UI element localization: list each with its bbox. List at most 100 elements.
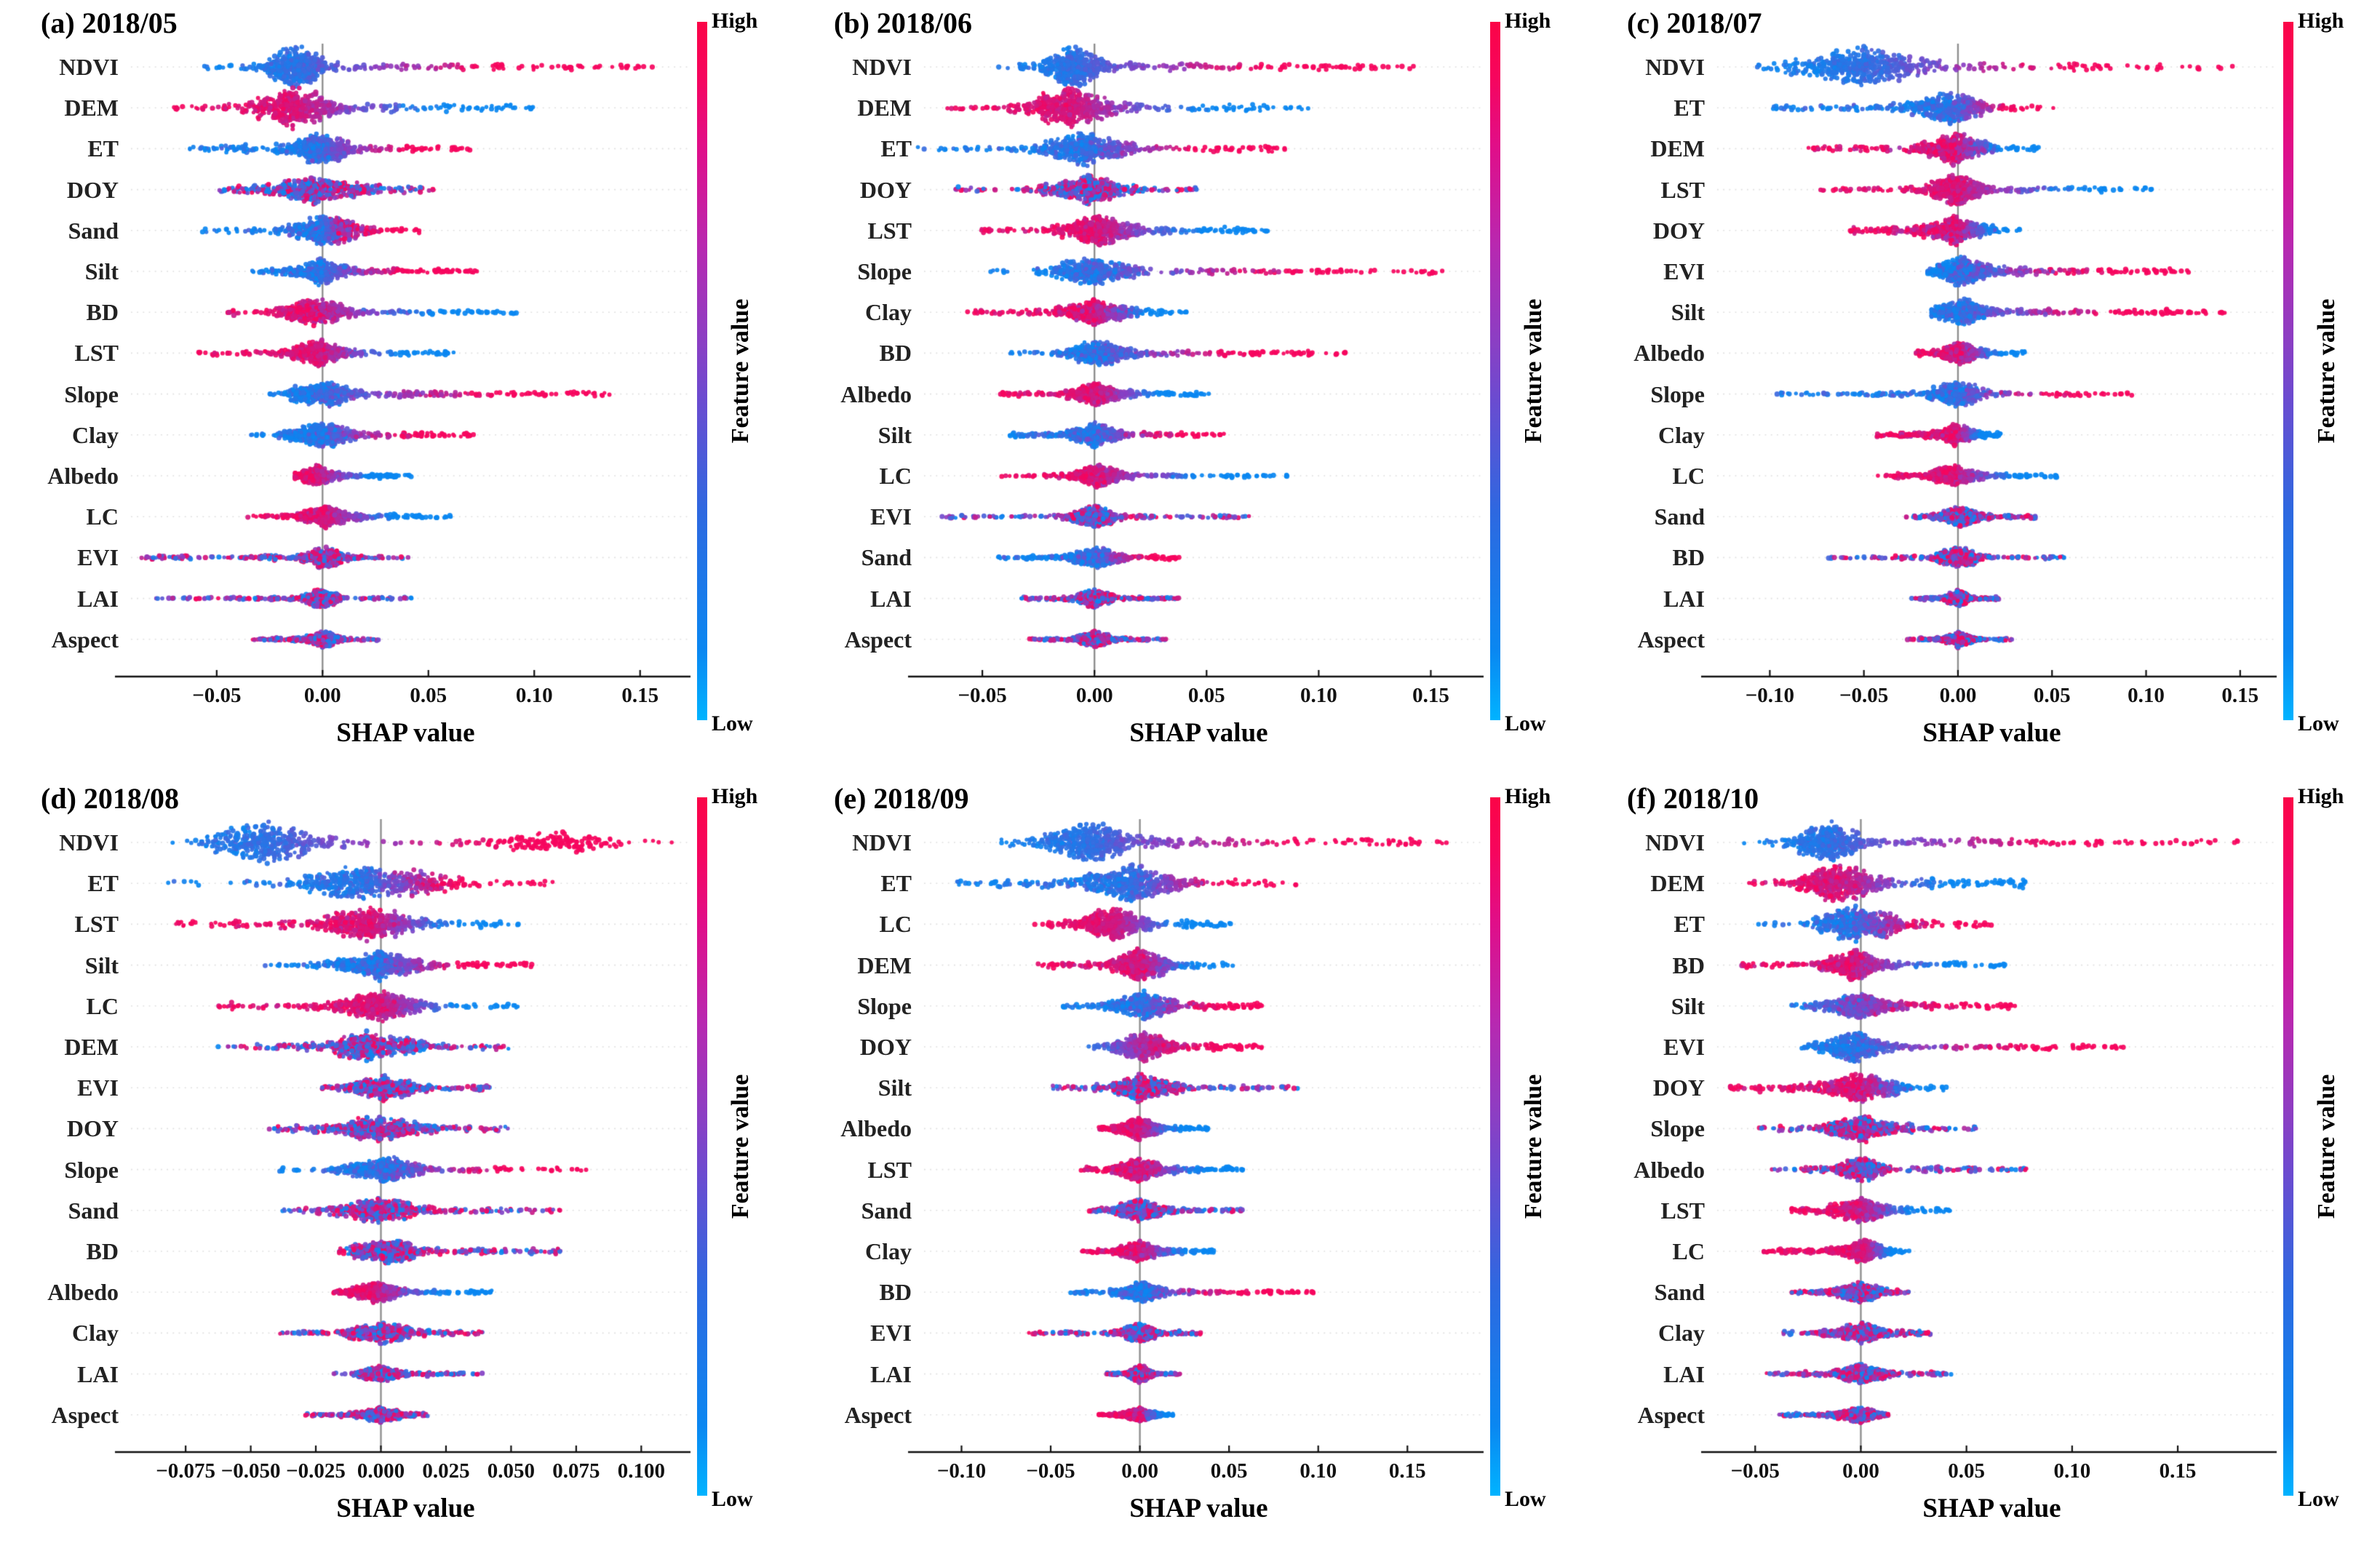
feature-value-colorbar [2283,797,2293,1496]
x-axis-label: SHAP value [1922,1494,2061,1523]
y-tick-feature-label-slope: Slope [64,1156,119,1183]
y-tick-feature-label-evi: EVI [870,1320,912,1347]
y-tick-feature-label-bd: BD [879,340,912,367]
y-tick-feature-label-doy: DOY [66,1115,119,1142]
x-tick-label: 0.100 [617,1459,665,1483]
y-tick-feature-label-lc: LC [86,992,119,1019]
y-tick-feature-label-slope: Slope [1650,380,1705,407]
shap-panel-d: (d) 2018/08 SHAP value High Low Feature … [0,776,794,1551]
y-tick-feature-label-dem: DEM [1650,870,1705,897]
y-tick-feature-label-lst: LST [867,1156,912,1183]
y-tick-feature-label-lst: LST [74,911,119,938]
y-tick-feature-label-lai: LAI [77,1360,119,1387]
panel-title: (b) 2018/06 [834,7,972,39]
y-tick-feature-label-doy: DOY [66,176,119,203]
x-tick-label: 0.15 [2221,684,2259,707]
colorbar-high-label: High [1505,784,1551,808]
feature-value-colorbar [1490,22,1500,720]
y-tick-feature-label-bd: BD [86,299,119,326]
x-tick-label: −0.05 [1730,1459,1780,1483]
y-tick-feature-label-lc: LC [879,911,912,938]
y-tick-feature-label-et: ET [1673,95,1705,121]
x-tick-label: −0.05 [192,684,242,707]
x-tick-label: 0.00 [303,684,341,707]
x-tick-label: −0.075 [156,1459,216,1483]
y-tick-feature-label-clay: Clay [72,421,119,448]
y-tick-feature-label-ndvi: NDVI [59,54,119,80]
y-tick-feature-label-aspect: Aspect [844,1401,912,1428]
beeswarm-canvas [793,776,1587,1551]
y-tick-feature-label-silt: Silt [84,952,119,978]
x-tick-label: 0.10 [1300,1459,1337,1483]
colorbar-title: Feature value [2313,1074,2340,1219]
y-tick-feature-label-clay: Clay [72,1320,119,1347]
y-tick-feature-label-silt: Silt [1671,299,1705,326]
y-tick-feature-label-clay: Clay [865,299,912,326]
y-tick-feature-label-slope: Slope [1650,1115,1705,1142]
x-tick-label: 0.025 [422,1459,470,1483]
x-tick-label: 0.00 [1939,684,1977,707]
y-tick-feature-label-lst: LST [1660,176,1705,203]
colorbar-title: Feature value [1520,298,1547,444]
y-tick-feature-label-albedo: Albedo [47,463,119,489]
colorbar-low-label: Low [1505,711,1546,735]
y-tick-feature-label-evi: EVI [870,503,912,530]
feature-value-colorbar [697,797,707,1496]
shap-panel-f: (f) 2018/10 SHAP value High Low Feature … [1586,776,2380,1551]
y-tick-feature-label-slope: Slope [857,258,912,284]
y-tick-feature-label-aspect: Aspect [51,626,119,653]
shap-panel-b: (b) 2018/06 SHAP value High Low Feature … [793,0,1587,776]
beeswarm-canvas [793,0,1587,776]
y-tick-feature-label-et: ET [87,135,119,162]
x-axis-label: SHAP value [336,718,475,748]
x-tick-label: 0.05 [1210,1459,1248,1483]
y-tick-feature-label-lai: LAI [77,585,119,612]
y-tick-feature-label-ndvi: NDVI [852,829,912,856]
x-tick-label: 0.05 [410,684,447,707]
x-tick-label: 0.00 [1842,1459,1879,1483]
y-tick-feature-label-lst: LST [74,340,119,367]
x-axis-label: SHAP value [1129,1494,1268,1523]
y-tick-feature-label-bd: BD [1672,544,1705,571]
x-axis-label: SHAP value [1922,718,2061,748]
x-tick-label: 0.10 [2128,684,2165,707]
y-tick-feature-label-ndvi: NDVI [1645,829,1705,856]
y-tick-feature-label-dem: DEM [64,95,119,121]
feature-value-colorbar [2283,22,2293,720]
x-tick-label: −0.05 [1026,1459,1075,1483]
x-tick-label: 0.050 [487,1459,536,1483]
colorbar-title: Feature value [1520,1074,1547,1219]
y-tick-feature-label-sand: Sand [68,217,119,244]
y-tick-feature-label-slope: Slope [857,992,912,1019]
y-tick-feature-label-silt: Silt [84,258,119,284]
beeswarm-canvas [1586,776,2380,1551]
y-tick-feature-label-et: ET [880,135,912,162]
x-tick-label: 0.05 [1948,1459,1986,1483]
y-tick-feature-label-sand: Sand [861,1197,912,1224]
y-tick-feature-label-evi: EVI [77,1074,119,1101]
y-tick-feature-label-lai: LAI [1663,1360,1705,1387]
y-tick-feature-label-bd: BD [86,1238,119,1264]
y-tick-feature-label-evi: EVI [1663,1034,1705,1060]
y-tick-feature-label-aspect: Aspect [1637,1401,1705,1428]
y-tick-feature-label-albedo: Albedo [840,1115,912,1142]
panel-title: (a) 2018/05 [41,7,178,39]
x-tick-label: −0.050 [220,1459,281,1483]
colorbar-title: Feature value [727,298,754,444]
x-tick-label: 0.05 [2033,684,2071,707]
colorbar-high-label: High [712,784,758,808]
colorbar-low-label: Low [1505,1487,1546,1511]
x-tick-label: 0.10 [1300,684,1337,707]
y-tick-feature-label-sand: Sand [861,544,912,571]
y-tick-feature-label-et: ET [880,870,912,897]
y-tick-feature-label-aspect: Aspect [1637,626,1705,653]
beeswarm-canvas [0,0,794,776]
y-tick-feature-label-dem: DEM [64,1034,119,1060]
feature-value-colorbar [1490,797,1500,1496]
colorbar-high-label: High [2298,784,2344,808]
y-tick-feature-label-aspect: Aspect [844,626,912,653]
x-tick-label: −0.05 [958,684,1007,707]
y-tick-feature-label-clay: Clay [1658,1320,1705,1347]
y-tick-feature-label-dem: DEM [857,95,912,121]
